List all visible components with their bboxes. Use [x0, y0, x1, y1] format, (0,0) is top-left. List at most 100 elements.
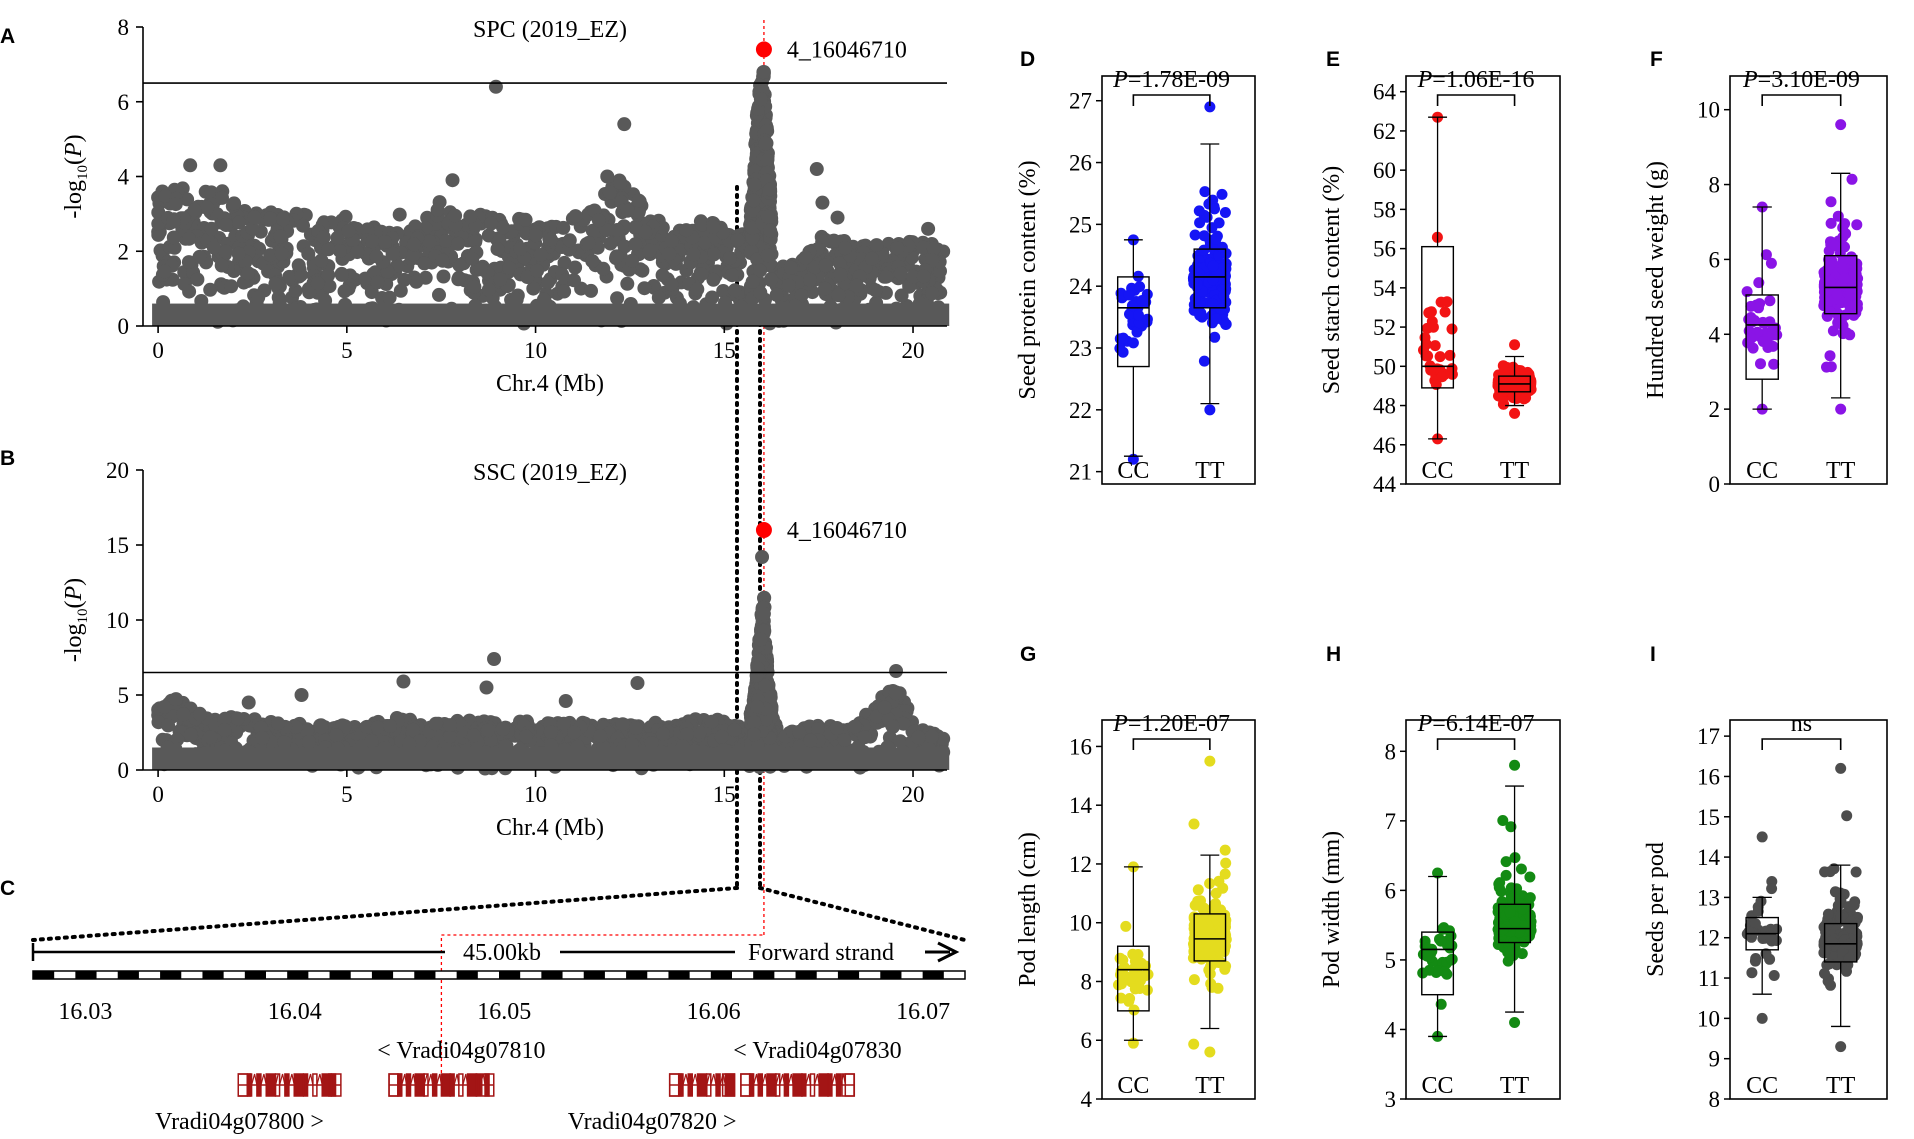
group-TT: TT: [1187, 755, 1232, 1099]
snp-point: [926, 241, 941, 256]
data-point: [1837, 255, 1849, 267]
snp-point: [706, 272, 721, 287]
data-point: [1126, 300, 1138, 312]
y-tick-label: 21: [1069, 460, 1092, 485]
y-tick-label: 7: [1385, 809, 1397, 834]
data-point: [1846, 173, 1858, 185]
y-tick-label: 58: [1373, 197, 1396, 222]
gene-exon: [484, 1073, 490, 1097]
snp-point: [833, 267, 848, 282]
data-point: [1841, 327, 1852, 339]
ruler-segment: [583, 971, 605, 979]
y-tick-label: 8: [1709, 1087, 1721, 1112]
y-tick-label: 50: [1373, 354, 1396, 379]
p-value-text: =6.14E-07: [1432, 711, 1534, 737]
group-CC: CC: [1113, 861, 1154, 1099]
snp-point: [885, 719, 900, 734]
data-point: [1835, 1041, 1847, 1053]
snp-point: [630, 676, 645, 690]
data-point: [1509, 1017, 1521, 1029]
snp-point: [906, 269, 921, 284]
category-label: TT: [1195, 1073, 1225, 1099]
lead-snp-point: [755, 41, 772, 58]
ruler-segment: [880, 971, 902, 979]
data-point: [1515, 863, 1527, 875]
snp-point: [276, 212, 290, 227]
y-tick-label: 6: [118, 90, 130, 115]
data-point: [1188, 1038, 1200, 1050]
snp-point: [803, 272, 817, 287]
snp-point: [245, 221, 260, 236]
snp-point: [448, 208, 463, 223]
data-point: [1439, 306, 1451, 318]
significance-bracket: [1761, 738, 1842, 750]
data-point: [1824, 350, 1836, 362]
plot-frame: [1101, 75, 1256, 485]
data-point: [1500, 869, 1512, 881]
data-point: [1114, 342, 1126, 354]
category-label: CC: [1117, 458, 1149, 484]
snp-point: [314, 253, 329, 268]
snp-point: [864, 251, 879, 266]
data-point: [1821, 361, 1832, 373]
snp-point: [747, 177, 762, 192]
p-value-text: =1.78E-09: [1128, 67, 1230, 93]
snp-point: [214, 258, 229, 273]
data-point: [1193, 205, 1205, 217]
category-label: CC: [1422, 458, 1454, 484]
data-point: [1509, 407, 1521, 419]
data-point: [1822, 908, 1834, 920]
snp-point: [430, 202, 445, 217]
data-point: [1216, 188, 1228, 200]
y-tick-label: 8: [1081, 969, 1093, 994]
snp-point: [747, 727, 762, 742]
y-tick-label: 17: [1697, 724, 1720, 749]
snp-point: [230, 711, 245, 726]
data-point: [1819, 866, 1831, 878]
snp-point: [397, 272, 412, 287]
data-point: [1198, 355, 1210, 367]
data-point: [1835, 403, 1847, 415]
gene-utr: [841, 1073, 855, 1097]
snp-point: [334, 267, 349, 282]
data-point: [1825, 979, 1836, 991]
ruler-segment: [922, 971, 944, 979]
chart-title: SSC (2019_EZ): [473, 460, 627, 486]
x-tick-label: 15: [713, 338, 736, 363]
ruler-segment: [668, 971, 690, 979]
snp-point: [358, 271, 373, 286]
snp-point: [541, 275, 555, 290]
p-value-label: P=1.20E-07: [1112, 711, 1230, 737]
y-axis-label: Pod width (mm): [1319, 831, 1345, 988]
snp-point: [792, 724, 807, 739]
snp-point: [338, 719, 352, 734]
group-CC: CC: [1418, 111, 1458, 484]
snp-point: [556, 220, 571, 235]
x-tick-label: 10: [524, 782, 547, 807]
snp-dense-band: [152, 747, 950, 770]
snp-point: [537, 292, 551, 307]
snp-point: [192, 249, 207, 264]
data-point: [1194, 217, 1206, 229]
gene-utr: [481, 1073, 495, 1097]
data-point: [1758, 317, 1770, 329]
snp-point: [392, 207, 407, 222]
ruler-segment: [202, 971, 224, 979]
snp-point: [745, 230, 760, 245]
gene-utr: [668, 1073, 683, 1097]
snp-point: [224, 279, 239, 294]
data-point: [1446, 323, 1458, 335]
snp-point: [763, 182, 778, 197]
significance-bracket: [1132, 94, 1211, 106]
snp-point: [466, 728, 481, 743]
snp-point: [329, 728, 344, 743]
data-point: [1436, 371, 1448, 383]
data-point: [1219, 868, 1231, 880]
data-point: [1444, 349, 1456, 361]
data-point: [1210, 233, 1222, 245]
snp-point: [916, 240, 931, 255]
data-point: [1421, 950, 1433, 962]
gene-splice: [682, 1073, 689, 1086]
